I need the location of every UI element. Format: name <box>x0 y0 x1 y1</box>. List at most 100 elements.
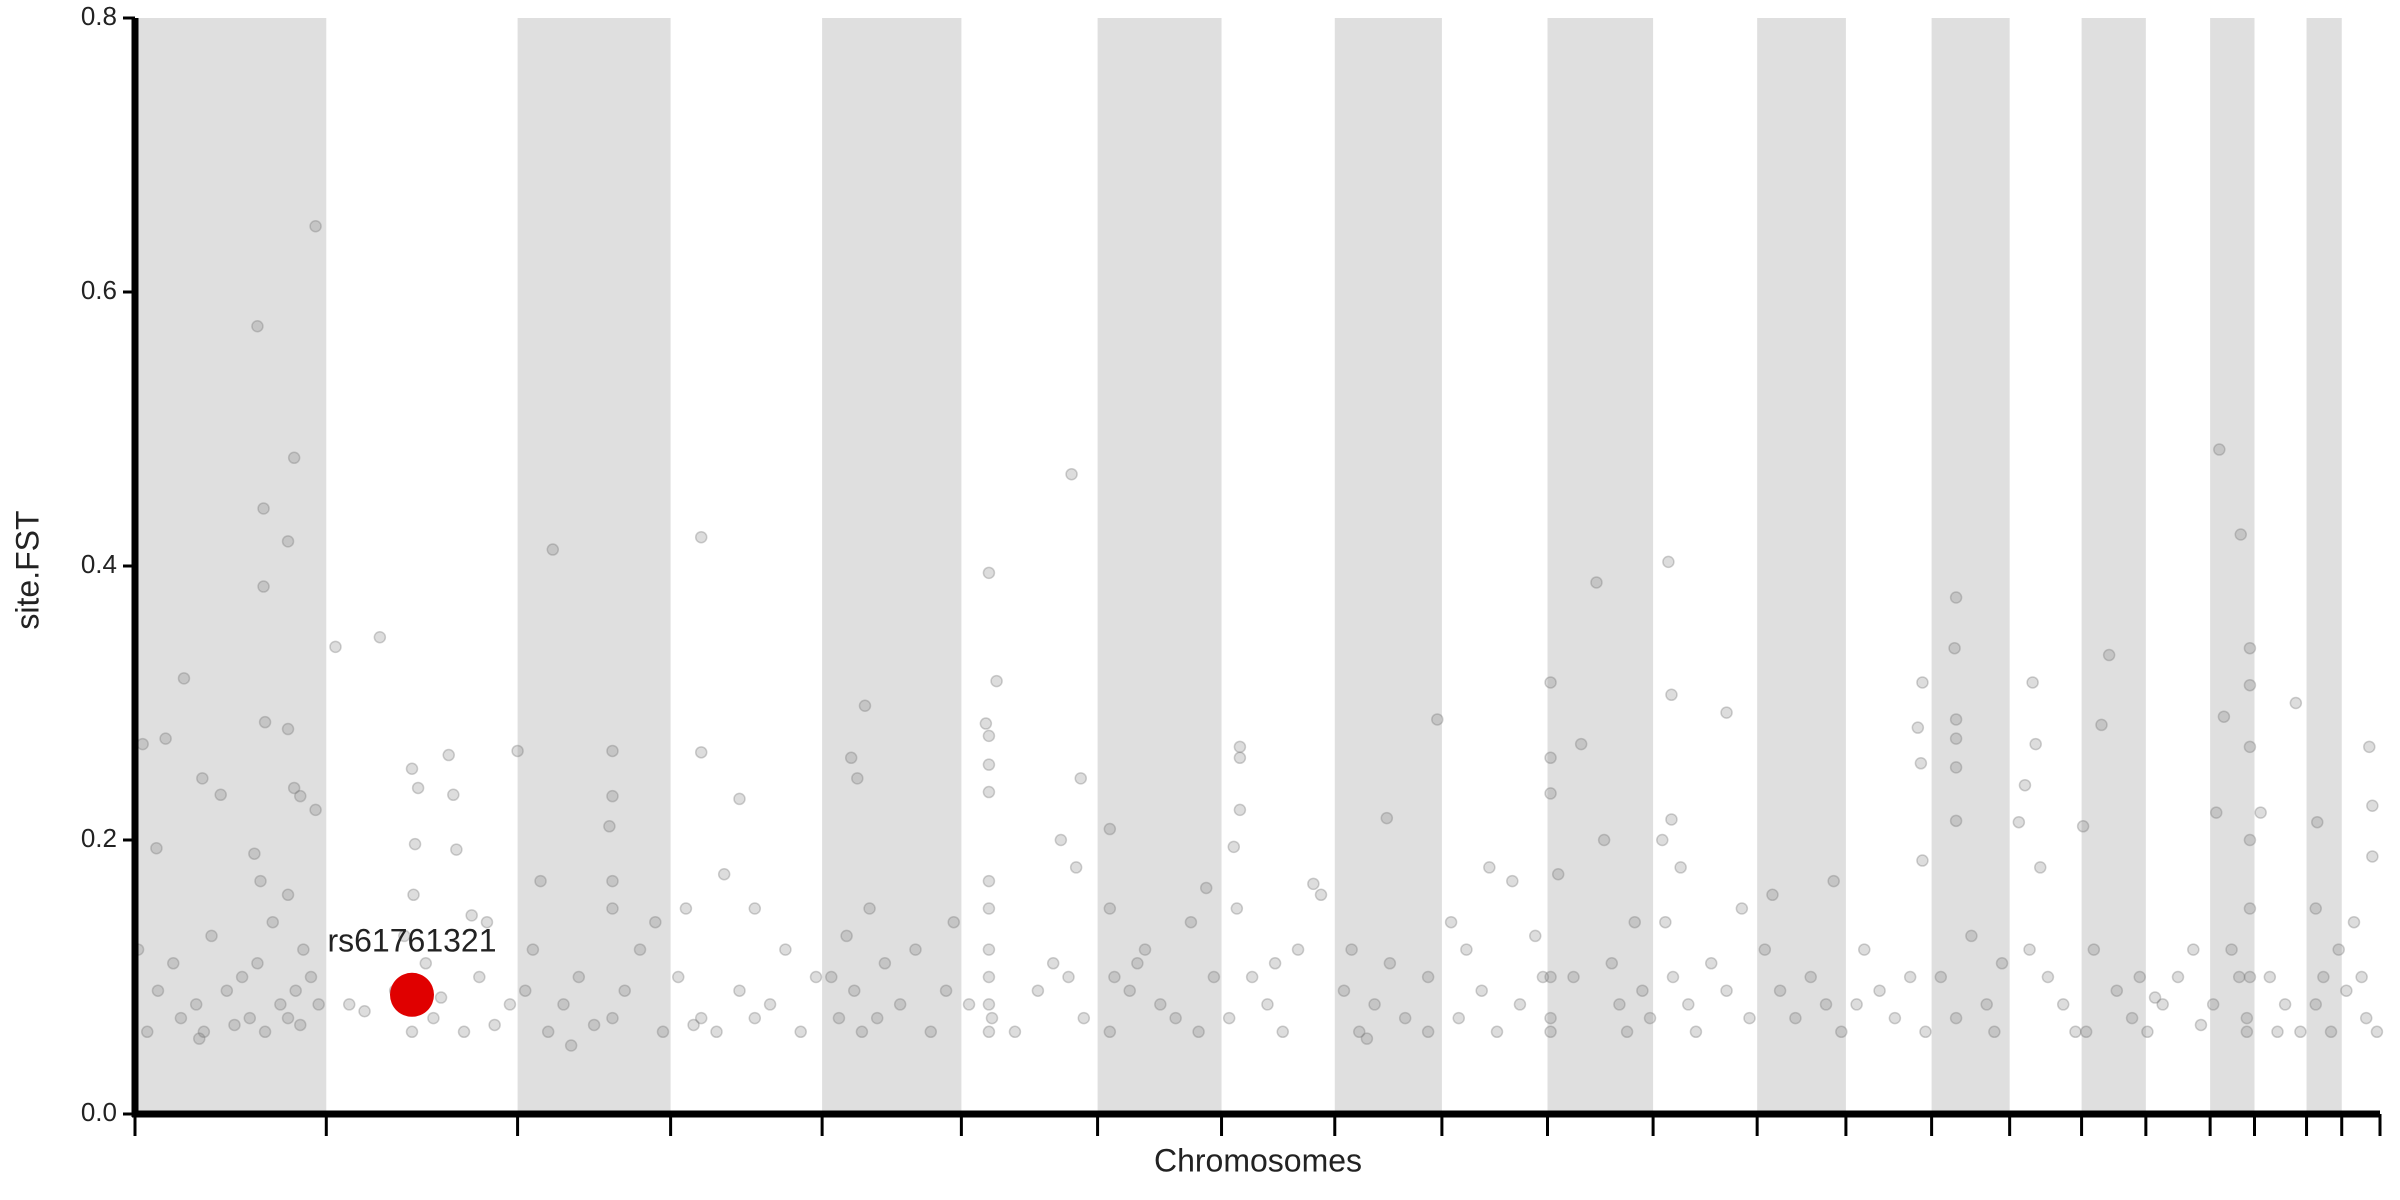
snp-point <box>1475 984 1488 997</box>
snp-point <box>1421 970 1435 984</box>
snp-point <box>1138 943 1152 956</box>
snp-point <box>679 902 693 915</box>
snp-point <box>1766 888 1779 902</box>
snp-point <box>809 970 823 984</box>
snp-point <box>309 219 322 233</box>
snp-point <box>1743 1011 1756 1025</box>
snp-point <box>1888 1011 1902 1025</box>
snp-point <box>2289 696 2303 710</box>
snp-point <box>248 847 261 860</box>
snp-point <box>2034 861 2047 874</box>
snp-point <box>289 984 302 997</box>
y-tick-label: 0.0 <box>81 1097 117 1127</box>
snp-point <box>251 320 264 333</box>
snp-point <box>2133 970 2146 984</box>
snp-point <box>2076 820 2090 833</box>
snp-point <box>878 957 892 970</box>
snp-point <box>2340 984 2353 997</box>
snp-point <box>1720 984 1733 997</box>
snp-point <box>2317 970 2330 984</box>
snp-point <box>2141 1025 2154 1039</box>
snp-point <box>442 748 455 762</box>
snp-point <box>2148 991 2162 1004</box>
snp-point <box>649 915 662 929</box>
snp-point <box>2234 528 2247 541</box>
y-tick-label: 0.2 <box>81 823 117 853</box>
snp-point <box>603 820 616 833</box>
snp-point <box>825 970 838 984</box>
snp-point <box>254 874 267 888</box>
snp-point <box>214 788 227 802</box>
snp-point <box>1452 1011 1465 1025</box>
snp-point <box>534 874 547 888</box>
snp-point <box>1689 1025 1703 1039</box>
snp-point <box>503 998 517 1011</box>
snp-point <box>136 737 149 751</box>
snp-point <box>1949 761 1963 774</box>
snp-point <box>1103 822 1117 836</box>
snp-point <box>1934 970 1948 984</box>
snp-point <box>281 1011 295 1025</box>
snp-point <box>990 674 1003 688</box>
snp-point <box>1103 1025 1117 1039</box>
snp-point <box>1065 467 1078 481</box>
snp-point <box>1222 1011 1236 1025</box>
snp-point <box>2359 1011 2373 1025</box>
snp-point <box>1965 929 1978 943</box>
snp-point <box>606 744 619 758</box>
snp-point <box>840 929 853 943</box>
snp-point <box>2171 970 2185 984</box>
y-tick-label: 0.6 <box>81 275 117 305</box>
snp-point <box>511 744 524 758</box>
snp-point <box>1636 984 1649 997</box>
snp-point <box>694 530 708 544</box>
snp-point <box>287 781 301 795</box>
snp-point <box>1431 713 1444 726</box>
snp-point <box>1230 902 1244 915</box>
snp-point <box>1544 970 1557 984</box>
snp-point <box>1008 1025 1022 1039</box>
snp-point <box>1108 970 1121 984</box>
snp-point <box>1656 833 1669 847</box>
snp-point <box>167 957 180 970</box>
chromosome-band <box>2210 18 2255 1114</box>
snp-point <box>193 1032 206 1045</box>
snp-point <box>1613 998 1626 1011</box>
snp-point <box>1597 833 1611 847</box>
snp-point <box>312 998 325 1011</box>
snp-point <box>979 717 993 730</box>
snp-point <box>687 1018 700 1032</box>
snp-point <box>2240 1025 2254 1039</box>
snp-point <box>150 841 163 855</box>
snp-point <box>2243 902 2257 915</box>
snp-point <box>2125 1011 2139 1025</box>
snp-point <box>427 1011 440 1025</box>
snp-point <box>606 902 619 915</box>
snp-point <box>297 943 310 956</box>
snp-point <box>763 998 777 1011</box>
snp-point <box>407 888 420 902</box>
snp-point <box>228 1018 241 1032</box>
snp-point <box>546 543 560 556</box>
snp-point <box>982 998 996 1011</box>
snp-point <box>1062 970 1075 984</box>
snp-point <box>1233 740 1247 754</box>
snp-point <box>151 984 165 997</box>
snp-point <box>2087 943 2101 956</box>
chromosome-band <box>1757 18 1846 1114</box>
snp-point <box>982 874 996 888</box>
chromosome-band <box>1097 18 1222 1114</box>
x-axis-label: Chromosomes <box>1154 1142 1362 1178</box>
snp-point <box>1307 877 1320 891</box>
snp-point <box>2324 1025 2338 1039</box>
snp-point <box>266 915 279 929</box>
snp-point <box>710 1025 723 1039</box>
snp-point <box>2232 970 2246 984</box>
snp-point <box>1720 706 1733 719</box>
snp-point <box>140 1025 154 1039</box>
snp-point <box>844 751 858 765</box>
snp-point <box>258 715 272 729</box>
snp-point <box>1276 1025 1290 1039</box>
snp-point <box>1444 915 1458 929</box>
snp-point <box>2095 718 2108 732</box>
